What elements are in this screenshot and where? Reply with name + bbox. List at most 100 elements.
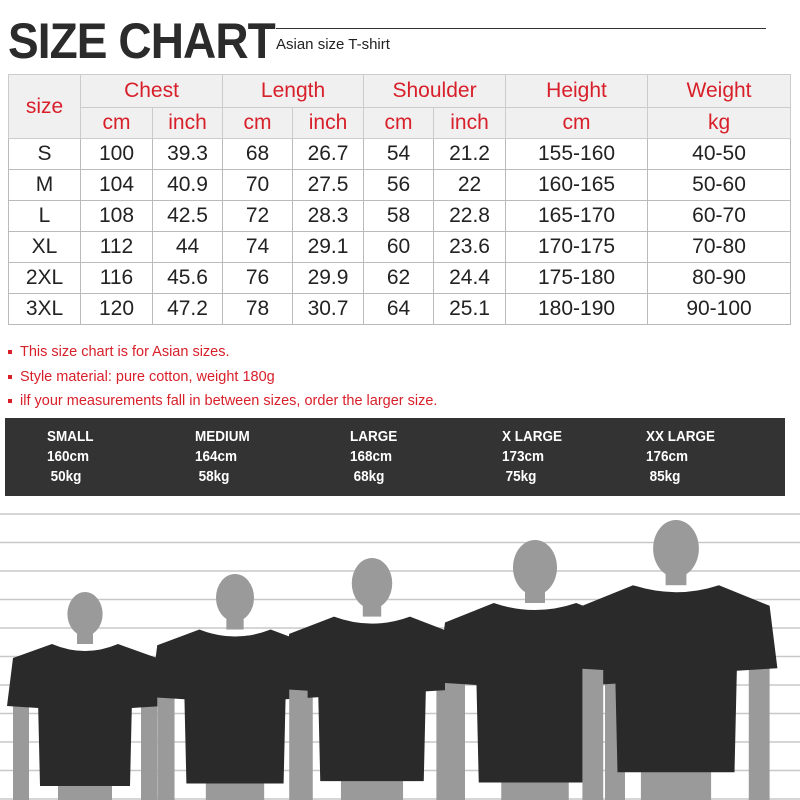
size-cell: L: [8, 200, 81, 232]
value-cell: 76: [222, 262, 294, 294]
model-size: X LARGE: [502, 428, 563, 445]
value-cell: 165-170: [505, 200, 649, 232]
value-cell: 155-160: [505, 138, 649, 170]
value-cell: 104: [80, 169, 153, 201]
value-cell: 62: [363, 262, 435, 294]
model-weight: 58kg: [198, 468, 230, 485]
value-cell: 22: [433, 169, 507, 201]
value-cell: 58: [363, 200, 435, 232]
unit-header: cm: [363, 107, 435, 139]
table-row: L 108 42.5 72 28.3 58 22.8 165-170 60-70: [8, 200, 792, 232]
value-cell: 170-175: [505, 231, 649, 263]
value-cell: 116: [80, 262, 153, 294]
model-tshirt: [150, 629, 320, 784]
value-cell: 26.7: [292, 138, 365, 170]
unit-header: inch: [151, 107, 224, 139]
value-cell: 42.5: [151, 200, 224, 232]
model-tshirt: [7, 644, 163, 786]
model-weight: 68kg: [353, 468, 385, 485]
model-head: [215, 574, 255, 622]
value-cell: 30.7: [292, 293, 365, 325]
group-header: Length: [222, 74, 365, 108]
unit-header: cm: [222, 107, 294, 139]
value-cell: 120: [80, 293, 153, 325]
size-cell: M: [8, 169, 81, 201]
value-cell: 29.9: [292, 262, 365, 294]
value-cell: 21.2: [433, 138, 507, 170]
size-header: size: [8, 74, 81, 139]
model-label: MEDIUM 164cm 58kg: [195, 427, 256, 487]
value-cell: 39.3: [151, 138, 224, 170]
note-item: Style material: pure cotton, weight 180g: [8, 365, 437, 390]
unit-header: cm: [505, 107, 649, 139]
group-header: Height: [505, 74, 649, 108]
value-cell: 74: [222, 231, 294, 263]
value-cell: 44: [151, 231, 224, 263]
size-cell: 2XL: [8, 262, 81, 294]
subtitle: Asian size T-shirt: [276, 36, 390, 53]
model-weight: 50kg: [50, 468, 82, 485]
value-cell: 68: [222, 138, 294, 170]
value-cell: 160-165: [505, 169, 649, 201]
model-label: XX LARGE 176cm 85kg: [646, 427, 723, 487]
value-cell: 112: [80, 231, 153, 263]
value-cell: 47.2: [151, 293, 224, 325]
value-cell: 100: [80, 138, 153, 170]
group-header: Chest: [79, 74, 224, 108]
value-cell: 22.8: [433, 200, 507, 232]
model-size: LARGE: [350, 428, 398, 445]
model-weight: 75kg: [505, 468, 537, 485]
value-cell: 45.6: [151, 262, 224, 294]
value-cell: 28.3: [292, 200, 365, 232]
value-cell: 70-80: [647, 231, 792, 263]
table-row: XL 112 44 74 29.1 60 23.6 170-175 70-80: [8, 231, 792, 263]
model-tshirt: [574, 585, 778, 773]
value-cell: 60: [363, 231, 435, 263]
model-head: [67, 592, 103, 636]
value-cell: 70: [222, 169, 294, 201]
value-cell: 180-190: [505, 293, 649, 325]
size-cell: XL: [8, 231, 81, 263]
model-head: [351, 558, 393, 609]
model-height: 160cm: [47, 448, 90, 465]
value-cell: 72: [222, 200, 294, 232]
note-item: This size chart is for Asian sizes.: [8, 340, 437, 365]
value-cell: 50-60: [647, 169, 792, 201]
value-cell: 64: [363, 293, 435, 325]
unit-header: cm: [80, 107, 153, 139]
unit-header: inch: [433, 107, 507, 139]
model-height: 168cm: [350, 448, 393, 465]
model-size-band: SMALL 160cm 50kg MEDIUM 164cm 58kg LARGE 168cm 6…: [5, 418, 785, 496]
value-cell: 80-90: [647, 262, 792, 294]
value-cell: 29.1: [292, 231, 365, 263]
value-cell: 40.9: [151, 169, 224, 201]
table-row: S 100 39.3 68 26.7 54 21.2 155-160 40-50: [8, 138, 792, 170]
model-size: MEDIUM: [195, 428, 250, 445]
model-height: 176cm: [646, 448, 689, 465]
value-cell: 60-70: [647, 200, 792, 232]
size-cell: S: [8, 138, 81, 170]
model-head: [513, 540, 557, 595]
value-cell: 54: [363, 138, 435, 170]
table-row: 2XL 116 45.6 76 29.9 62 24.4 175-180 80-90: [8, 262, 792, 294]
notes-list: This size chart is for Asian sizes. Styl…: [8, 340, 437, 414]
model-size: SMALL: [47, 428, 94, 445]
model-head: [653, 520, 699, 578]
models-illustration: [0, 513, 800, 800]
model-height: 164cm: [195, 448, 238, 465]
value-cell: 23.6: [433, 231, 507, 263]
value-cell: 40-50: [647, 138, 792, 170]
page-title: SIZE CHART: [8, 13, 276, 69]
model-label: X LARGE 173cm 75kg: [502, 427, 569, 487]
value-cell: 90-100: [647, 293, 792, 325]
table-row: M 104 40.9 70 27.5 56 22 160-165 50-60: [8, 169, 792, 201]
size-table: size Chest Length Shoulder Height Weight…: [8, 74, 792, 325]
model-label: LARGE 168cm 68kg: [350, 427, 403, 487]
table-row: 3XL 120 47.2 78 30.7 64 25.1 180-190 90-100: [8, 293, 792, 325]
value-cell: 27.5: [292, 169, 365, 201]
model-height: 173cm: [502, 448, 545, 465]
model-tshirt: [282, 616, 462, 782]
unit-header: kg: [647, 107, 792, 139]
value-cell: 175-180: [505, 262, 649, 294]
model-size: XX LARGE: [646, 428, 716, 445]
